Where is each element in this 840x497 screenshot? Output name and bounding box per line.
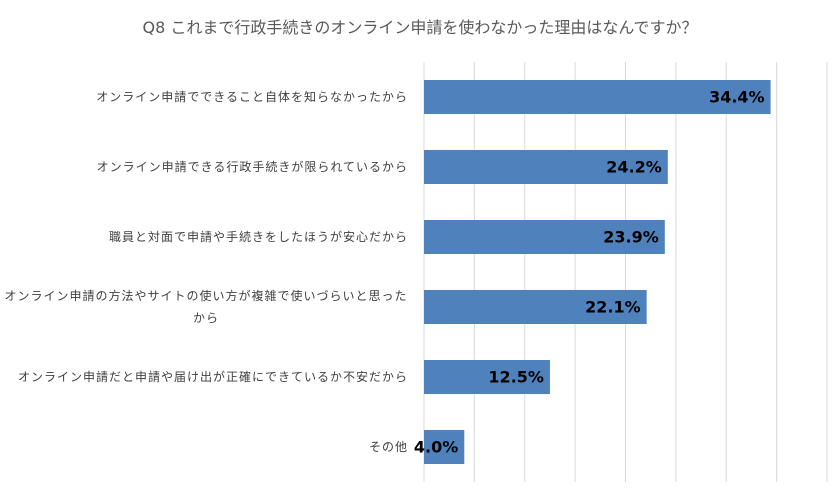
value-label: 12.5% [488,368,544,387]
y-tick-label: 職員と対面で申請や手続きをしたほうが安心だから [108,230,408,244]
y-tick-label: オンライン申請できる行政手続きが限られているから [96,160,408,174]
value-label: 4.0% [414,438,458,457]
bar [424,290,647,324]
y-tick-label: オンライン申請でできること自体を知らなかったから [96,90,408,104]
bar [424,150,668,184]
category-label-box: オンライン申請できる行政手続きが限られているから [4,156,408,178]
chart-title: Q8 これまで行政手続きのオンライン申請を使わなかった理由はなんですか？ [142,18,698,37]
category-label-box: オンライン申請でできること自体を知らなかったから [4,86,408,108]
value-label: 23.9% [603,228,659,247]
value-label: 24.2% [606,158,662,177]
bar [424,80,771,114]
bar [424,430,465,464]
bar [424,220,665,254]
value-label: 22.1% [585,298,641,317]
y-tick-label: オンライン申請の方法やサイトの使い方が複雑で使いづらいと思ったから [4,289,408,325]
category-label-box: オンライン申請だと申請や届け出が正確にできているか不安だから [4,366,408,388]
y-tick-label: オンライン申請だと申請や届け出が正確にできているか不安だから [17,370,408,384]
bar [424,360,550,394]
category-label-box: オンライン申請の方法やサイトの使い方が複雑で使いづらいと思ったから [4,285,408,329]
category-label-box: 職員と対面で申請や手続きをしたほうが安心だから [4,226,408,248]
category-label-box: その他 [4,436,408,458]
value-label: 34.4% [709,88,765,107]
y-tick-label: その他 [368,440,408,454]
